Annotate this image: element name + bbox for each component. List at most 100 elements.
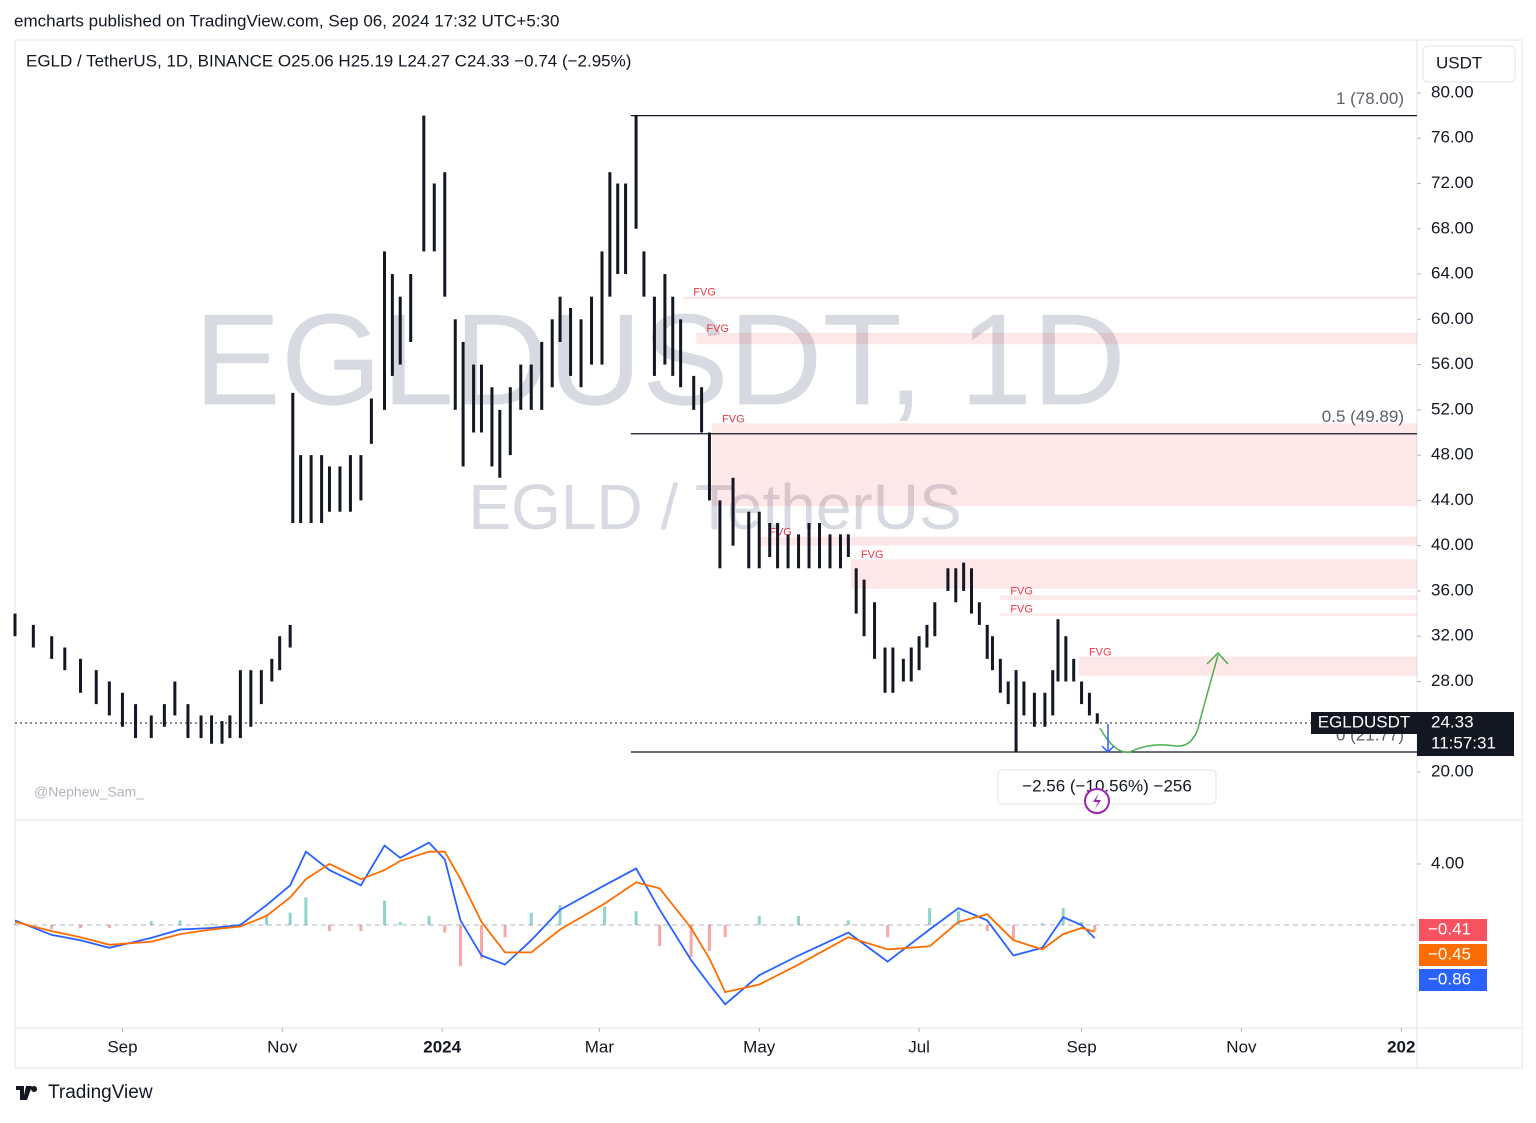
y-tick-label: 48.00 [1431, 445, 1474, 464]
watermark-sub: EGLD / TetherUS [468, 471, 961, 543]
macd-histogram-bar [1011, 924, 1015, 941]
candle [608, 172, 612, 297]
macd-y-tick-label: 4.00 [1431, 853, 1464, 872]
candle [634, 115, 638, 229]
y-tick-label: 72.00 [1431, 173, 1474, 192]
candle [1095, 713, 1099, 724]
x-tick-label: Mar [585, 1037, 615, 1056]
fib-label: 1 (78.00) [1336, 89, 1404, 108]
currency-button[interactable] [1422, 45, 1516, 83]
x-tick-label: Jul [908, 1037, 930, 1056]
projection-path [1099, 654, 1219, 754]
macd-histogram-bar [327, 924, 331, 932]
fvg-label: FVG [1010, 585, 1033, 597]
macd-histogram-bar [210, 923, 214, 925]
x-tick-label: Sep [1066, 1037, 1096, 1056]
candle [550, 319, 554, 388]
macd-histogram-bar [382, 900, 386, 925]
countdown-label: 11:57:31 [1431, 733, 1496, 752]
candle [747, 511, 751, 569]
candle [1032, 692, 1036, 727]
candle [954, 568, 958, 603]
candle [472, 364, 476, 433]
x-tick-label: 202 [1387, 1037, 1415, 1056]
macd-histogram-bar [529, 912, 533, 925]
candle [624, 183, 628, 275]
currency[interactable]: USDT [1436, 53, 1482, 72]
macd-histogram-bar [398, 921, 402, 925]
candle [249, 670, 253, 727]
macd-line [14, 850, 1095, 994]
macd-histogram-bar [985, 924, 989, 932]
candle [1087, 692, 1091, 716]
candle [977, 602, 981, 625]
candle [838, 534, 842, 569]
y-tick-label: 68.00 [1431, 218, 1474, 237]
candle [31, 624, 35, 648]
macd-histogram-bar [707, 924, 711, 951]
candle [327, 466, 331, 512]
candle [731, 477, 735, 546]
macd-value-label: −0.86 [1428, 969, 1471, 988]
macd-histogram-bar [1093, 924, 1097, 932]
y-tick-label: 60.00 [1431, 309, 1474, 328]
legend: EGLD / TetherUS, 1D, BINANCE O25.06 H25.… [26, 51, 631, 70]
candle [616, 183, 620, 275]
macd-histogram-bar [797, 915, 801, 925]
macd-histogram-bar [846, 920, 850, 925]
candle [390, 274, 394, 376]
candle [1080, 681, 1084, 705]
y-tick-label: 56.00 [1431, 354, 1474, 373]
candle [883, 647, 887, 693]
candle [443, 172, 447, 297]
candle [309, 455, 313, 524]
fvg-zone [850, 559, 1417, 589]
macd-histogram-bar [1080, 921, 1084, 925]
fvg-zone [712, 423, 1417, 507]
candle [508, 387, 512, 456]
candle [1072, 658, 1076, 682]
candle [917, 636, 921, 671]
macd-histogram-bar [886, 924, 890, 938]
candle [453, 319, 457, 410]
macd-histogram-bar [479, 924, 483, 959]
y-tick-label: 52.00 [1431, 399, 1474, 418]
candle [519, 364, 523, 410]
macd-histogram-bar [107, 924, 111, 929]
fvg-zone [1000, 595, 1417, 600]
candle [173, 681, 177, 716]
candle [818, 523, 822, 569]
candle [94, 670, 98, 705]
candle [238, 670, 242, 739]
candle [120, 692, 124, 727]
brand-logo [16, 1086, 38, 1100]
macd-histogram-bar [956, 911, 960, 925]
watermark: EGLDUSDT, 1D [194, 286, 1126, 432]
macd-histogram-bar [79, 924, 83, 929]
measure-arrow [1101, 745, 1115, 754]
macd-value-badge [1419, 944, 1487, 966]
y-tick-label: 64.00 [1431, 264, 1474, 283]
candle [186, 704, 190, 739]
candle [933, 602, 937, 637]
macd-histogram-bar [634, 911, 638, 925]
candle [409, 274, 413, 342]
author: @Nephew_Sam_ [34, 784, 144, 800]
y-tick-label: 40.00 [1431, 535, 1474, 554]
candle [228, 715, 232, 739]
candle [862, 579, 866, 637]
candle [79, 658, 83, 693]
macd-value-label: −0.45 [1428, 944, 1471, 963]
candle [259, 670, 263, 705]
x-tick-label: Sep [107, 1037, 137, 1056]
fvg-label: FVG [706, 323, 729, 335]
candle [299, 455, 303, 524]
candle [382, 251, 386, 410]
candle [757, 511, 761, 569]
candle [529, 364, 533, 410]
fvg-zone [1000, 613, 1417, 616]
measure-label: −2.56 (−10.56%) −256 [1022, 776, 1192, 795]
macd-histogram-bar [558, 905, 562, 925]
y-tick-label: 20.00 [1431, 761, 1474, 780]
